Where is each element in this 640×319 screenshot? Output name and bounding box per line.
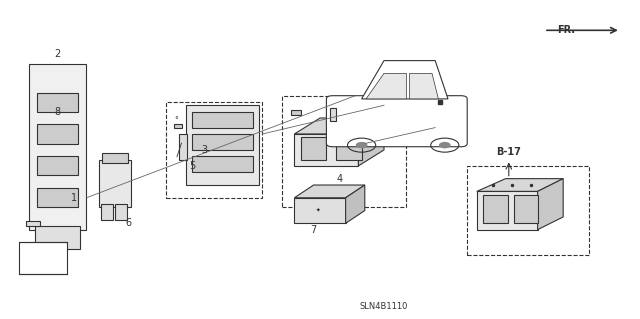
- Bar: [467, 166, 589, 255]
- Text: 1: 1: [70, 193, 77, 203]
- Polygon shape: [294, 118, 384, 134]
- Bar: [37, 188, 78, 207]
- Bar: [37, 93, 78, 112]
- Polygon shape: [538, 179, 563, 230]
- Polygon shape: [346, 185, 365, 223]
- Bar: [26, 221, 40, 226]
- Bar: [483, 195, 508, 223]
- Text: 6: 6: [125, 218, 131, 228]
- Text: 4: 4: [336, 174, 342, 184]
- Bar: [192, 156, 253, 172]
- Bar: [192, 134, 253, 150]
- Text: FR.: FR.: [557, 25, 575, 35]
- Bar: [101, 204, 113, 220]
- Polygon shape: [366, 73, 406, 99]
- Polygon shape: [294, 198, 346, 223]
- Bar: [179, 134, 187, 160]
- Polygon shape: [410, 73, 438, 99]
- FancyBboxPatch shape: [326, 96, 467, 147]
- Bar: [35, 226, 80, 249]
- Text: SLN4B1110: SLN4B1110: [360, 302, 408, 311]
- Polygon shape: [477, 179, 563, 191]
- Text: B-17: B-17: [497, 146, 521, 157]
- Bar: [174, 124, 182, 128]
- Polygon shape: [358, 118, 384, 166]
- Text: ✦: ✦: [316, 208, 321, 213]
- Bar: [102, 153, 128, 163]
- Text: 5: 5: [189, 161, 195, 171]
- Circle shape: [356, 143, 367, 148]
- Text: 7: 7: [310, 225, 317, 235]
- Polygon shape: [477, 191, 538, 230]
- Circle shape: [440, 143, 450, 148]
- Text: 8: 8: [54, 107, 61, 117]
- Bar: [330, 108, 336, 121]
- Bar: [37, 156, 78, 175]
- Text: 3: 3: [202, 145, 208, 155]
- Bar: [514, 195, 538, 223]
- Bar: [99, 160, 131, 207]
- Polygon shape: [294, 185, 365, 198]
- Bar: [192, 112, 253, 128]
- Polygon shape: [294, 134, 358, 166]
- Bar: [186, 105, 259, 185]
- Bar: [282, 96, 406, 207]
- Bar: [29, 64, 86, 230]
- Text: ⚬: ⚬: [173, 115, 179, 121]
- Bar: [37, 124, 78, 144]
- Bar: [336, 137, 362, 160]
- Bar: [301, 137, 326, 160]
- Text: 2: 2: [54, 49, 61, 59]
- Bar: [166, 102, 262, 198]
- Bar: [291, 110, 301, 115]
- Polygon shape: [362, 61, 448, 99]
- Bar: [19, 242, 67, 274]
- Bar: [115, 204, 127, 220]
